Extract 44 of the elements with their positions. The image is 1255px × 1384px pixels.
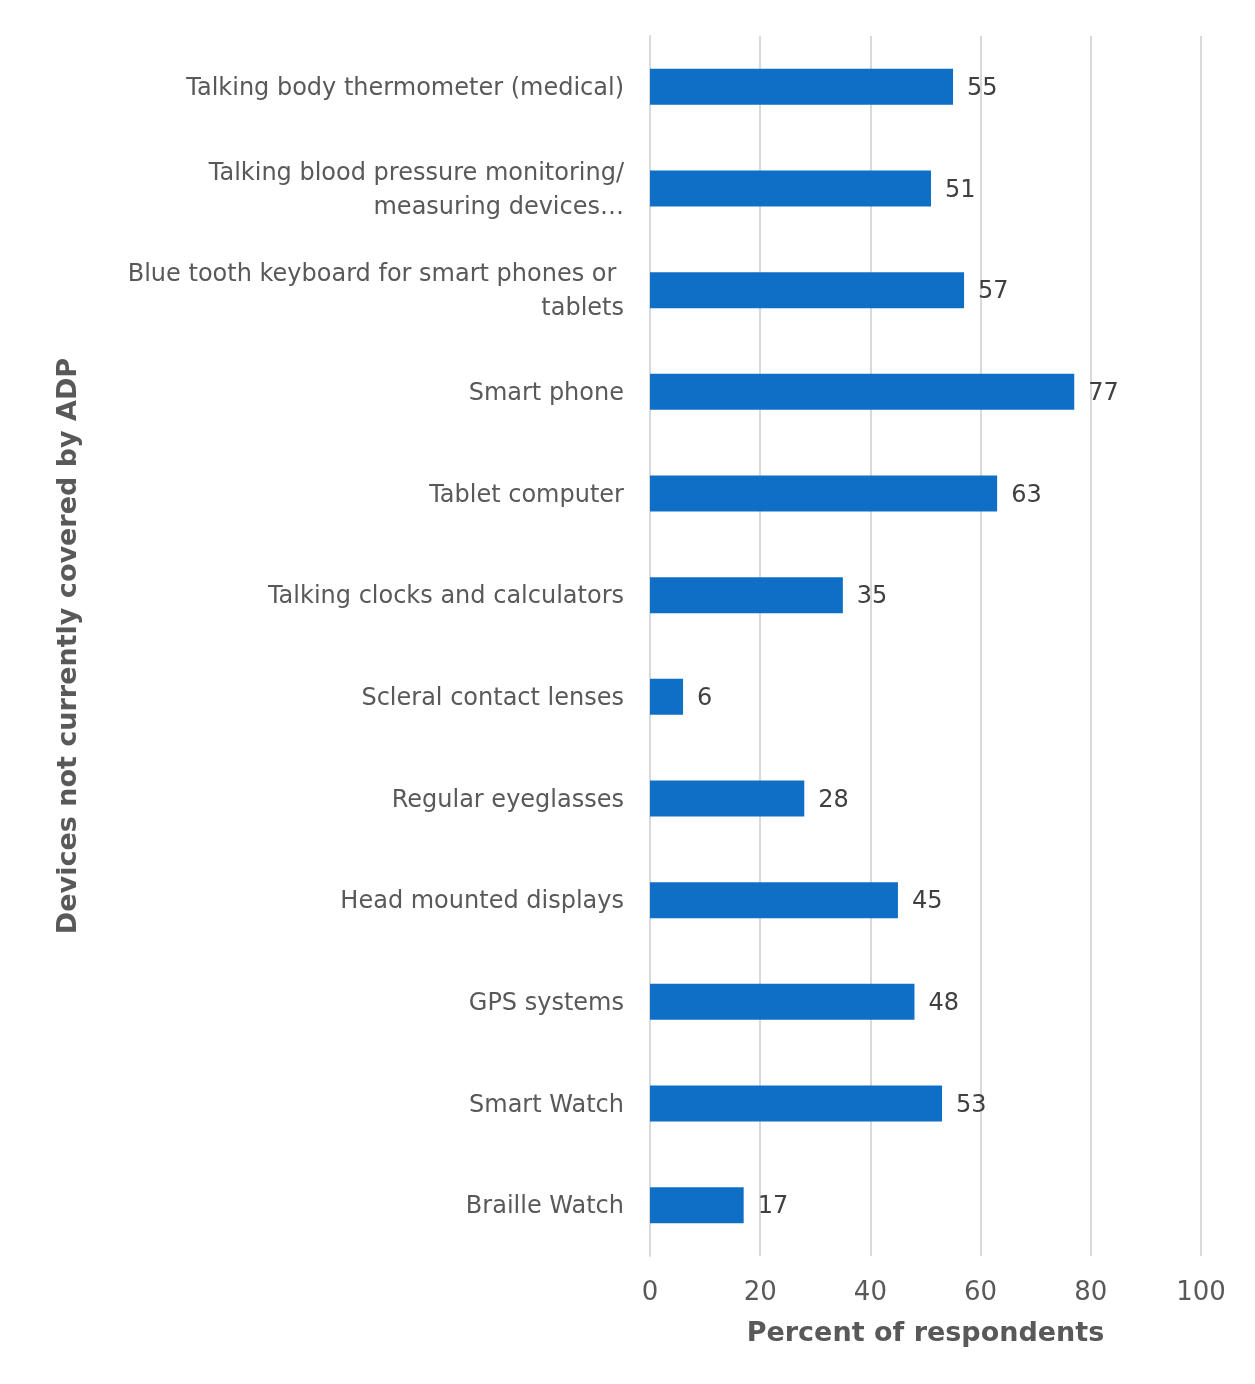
x-tick-label: 20: [743, 1276, 777, 1306]
data-label: 45: [911, 886, 943, 915]
data-label: 17: [757, 1191, 789, 1220]
bar: [650, 678, 684, 715]
data-label: 48: [928, 987, 960, 1016]
data-label: 35: [856, 581, 888, 610]
bar: [650, 475, 998, 512]
bar: [650, 272, 965, 309]
x-tick-label: 0: [641, 1276, 659, 1306]
bar: [650, 1187, 744, 1224]
bar: [650, 577, 843, 614]
y-tick-label: Blue tooth keyboard for smart phones or tablets: [127, 259, 624, 322]
x-axis-title: Percent of respondents: [746, 1316, 1105, 1347]
y-axis-title: Devices not currently covered by ADP: [51, 357, 82, 935]
data-label: 55: [967, 72, 998, 101]
bar: [650, 983, 915, 1020]
data-label: 51: [945, 174, 976, 203]
data-label: 63: [1011, 479, 1042, 508]
data-label: 28: [818, 784, 849, 813]
data-label: 57: [978, 276, 1009, 305]
x-tick-label: 80: [1074, 1276, 1108, 1306]
y-tick-label: GPS systems: [468, 987, 624, 1016]
bar: [650, 882, 898, 919]
x-tick-label: 60: [964, 1276, 998, 1306]
bar: [650, 1085, 943, 1122]
bar: [650, 373, 1075, 410]
x-tick-label: 40: [853, 1276, 887, 1306]
y-tick-label: Smart Watch: [469, 1089, 624, 1118]
y-tick-label: Regular eyeglasses: [391, 784, 624, 813]
y-tick-label: Smart phone: [468, 377, 624, 406]
y-tick-label: Tablet computer: [428, 479, 625, 508]
y-tick-label: Talking body thermometer (medical): [185, 72, 624, 101]
data-label: 77: [1088, 377, 1119, 406]
y-tick-label: Talking clocks and calculators: [266, 581, 624, 610]
y-tick-label: Scleral contact lenses: [361, 682, 624, 711]
data-label: 53: [956, 1089, 987, 1118]
y-tick-label: Braille Watch: [465, 1191, 624, 1220]
data-label: 6: [697, 682, 713, 711]
y-tick-label: Talking blood pressure monitoring/measuring devices…: [207, 157, 625, 220]
y-tick-label: Head mounted displays: [340, 886, 624, 915]
bar: [650, 68, 954, 105]
bar: [650, 170, 932, 207]
bar: [650, 780, 805, 817]
x-tick-label: 100: [1176, 1276, 1226, 1306]
